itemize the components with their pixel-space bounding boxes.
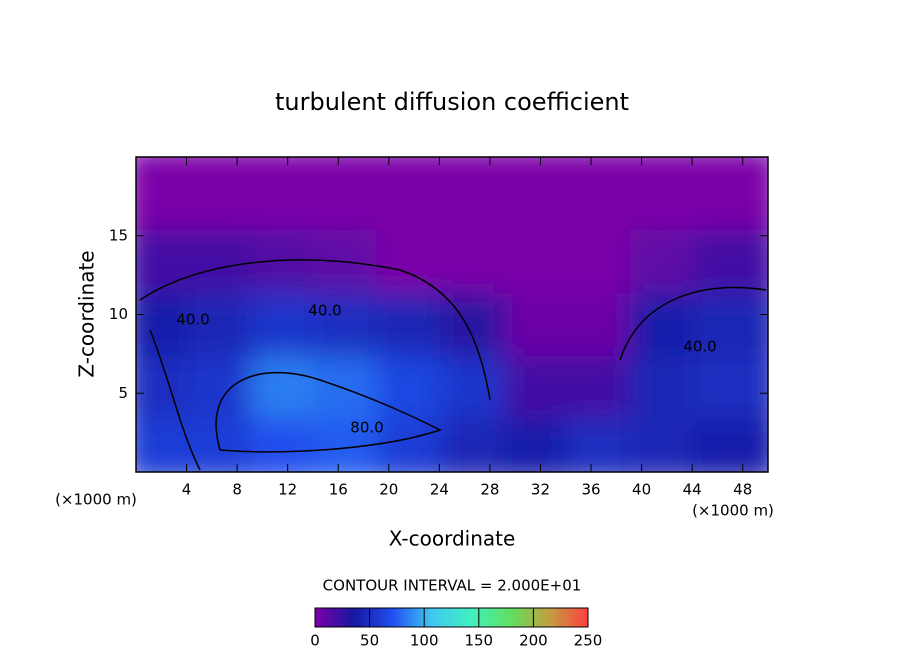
x-tick-label: 48 [733, 481, 752, 499]
x-tick-label: 12 [278, 481, 297, 499]
field-cell [692, 157, 768, 230]
field [136, 157, 768, 472]
contour-line [139, 259, 491, 401]
x-unit: (×1000 m) [692, 502, 774, 520]
contour-label: 40.0 [308, 302, 341, 320]
contour-label: 40.0 [176, 311, 209, 329]
colorbar-tick-label: 200 [519, 632, 548, 650]
x-tick-label: 44 [683, 481, 702, 499]
chart-title: turbulent diffusion coefficient [275, 88, 629, 116]
x-tick-label: 32 [531, 481, 550, 499]
y-unit: (×1000 m) [55, 491, 137, 509]
colorbar-tick-label: 150 [464, 632, 493, 650]
y-tick-label: 10 [109, 305, 128, 323]
y-tick-label: 15 [109, 226, 128, 244]
x-tick-label: 8 [232, 481, 242, 499]
x-tick-label: 24 [430, 481, 449, 499]
x-tick-label: 40 [632, 481, 651, 499]
contour-line [215, 371, 442, 453]
colorbar [314, 607, 589, 628]
contour-line [149, 329, 201, 471]
colorbar-tick-label: 250 [574, 632, 603, 650]
colorbar-tick-label: 50 [360, 632, 379, 650]
colorbar-tick-label: 0 [310, 632, 320, 650]
contour-note: CONTOUR INTERVAL = 2.000E+01 [323, 577, 582, 595]
x-tick-label: 20 [379, 481, 398, 499]
x-tick-label: 28 [480, 481, 499, 499]
contour-label: 80.0 [350, 419, 383, 437]
x-tick-label: 36 [581, 481, 600, 499]
x-axis-label: X-coordinate [389, 527, 516, 551]
x-tick-label: 16 [329, 481, 348, 499]
x-tick-label: 4 [182, 481, 192, 499]
colorbar-tick-label: 100 [410, 632, 439, 650]
contour-label: 40.0 [683, 338, 716, 356]
y-axis-label: Z-coordinate [75, 250, 99, 377]
y-tick-label: 5 [118, 384, 128, 402]
contour-line [619, 286, 767, 361]
